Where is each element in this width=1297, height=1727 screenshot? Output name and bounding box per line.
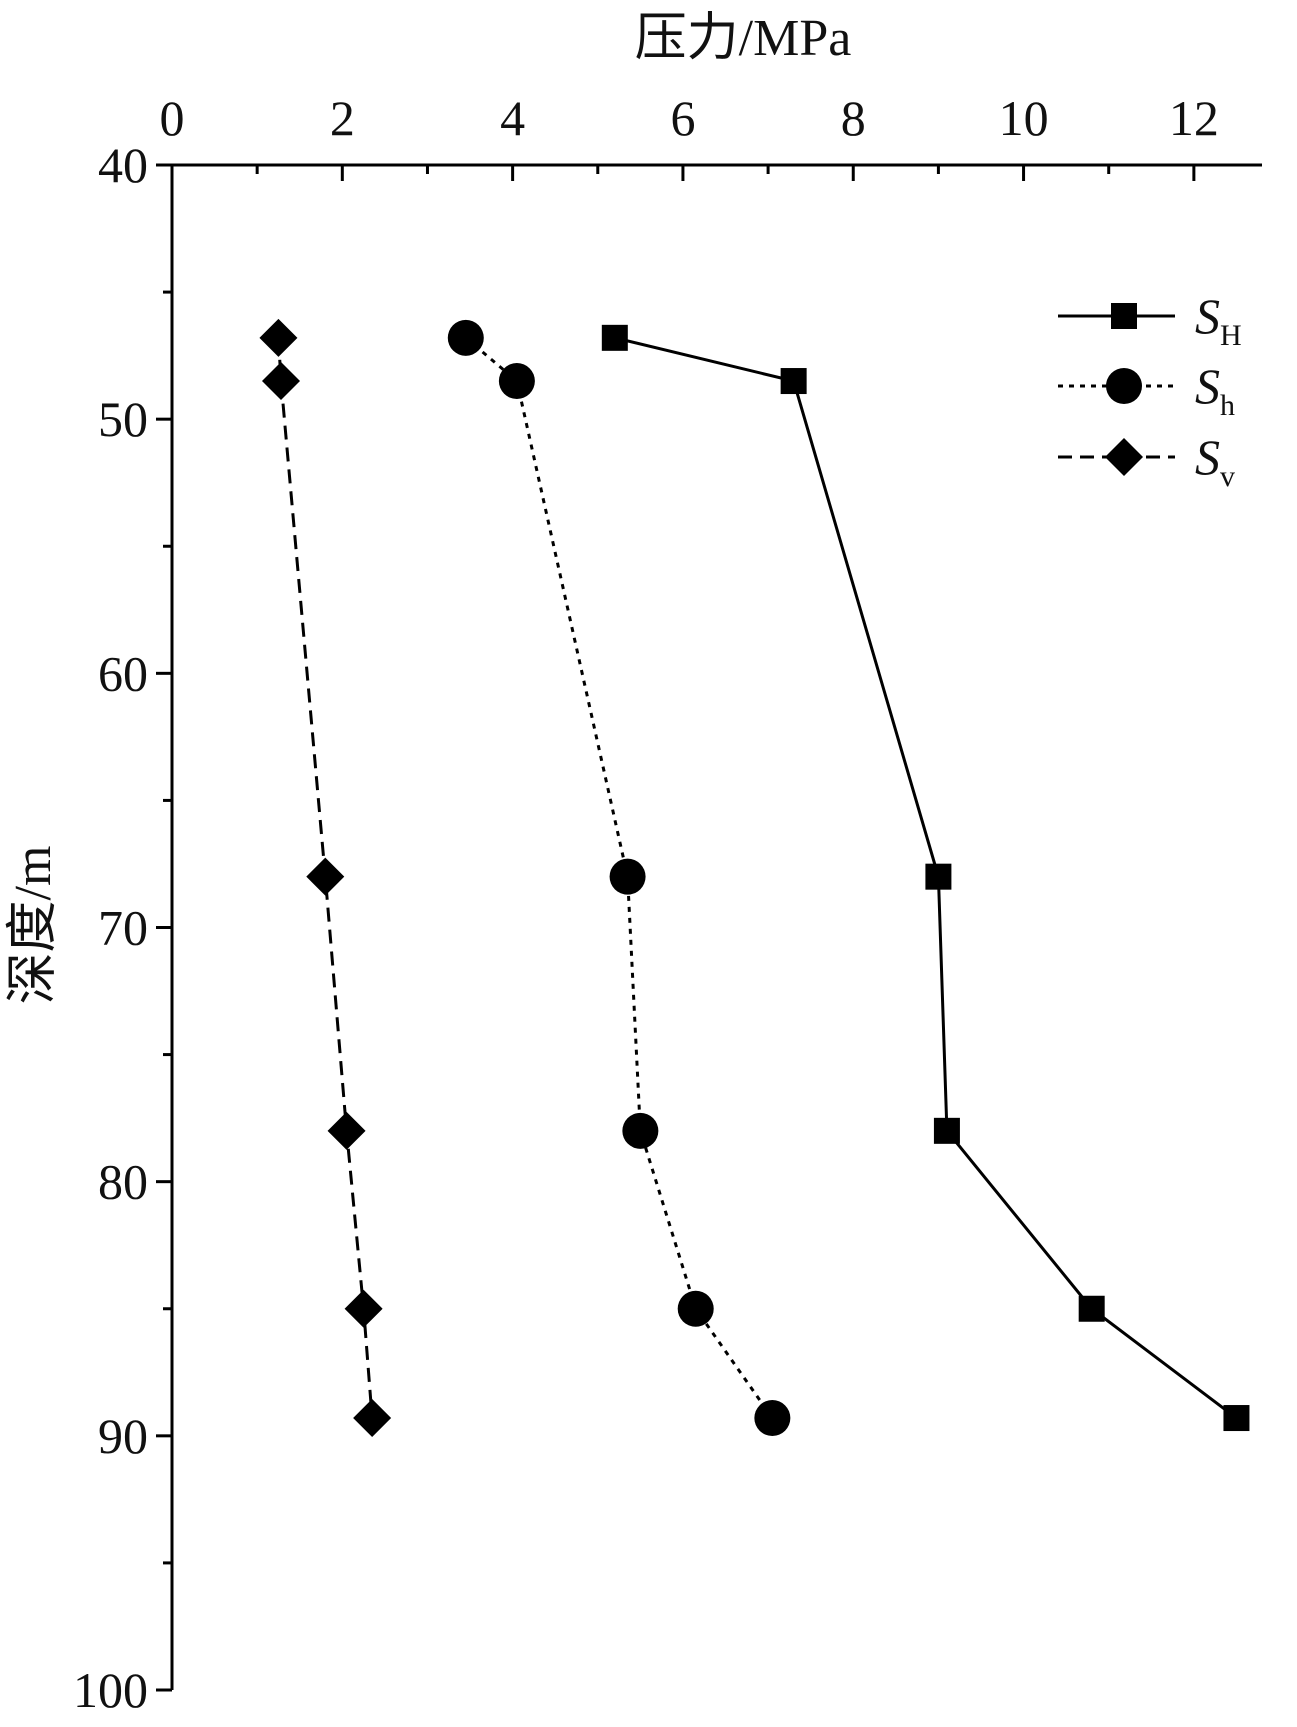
axes: 0 2 4 6 8 10 12 40 50 60 70 80 90 100 <box>73 90 1262 1718</box>
data-point <box>780 368 807 395</box>
x-tick-label: 6 <box>670 90 695 146</box>
legend-marker <box>1106 368 1142 404</box>
y-axis-title: 深度/m <box>5 846 62 1005</box>
data-point <box>677 1290 714 1327</box>
data-point <box>262 362 300 401</box>
data-point <box>259 318 298 357</box>
data-point <box>447 319 484 356</box>
x-tick-label: 0 <box>160 90 185 146</box>
data-point <box>933 1117 960 1144</box>
legend-entry: Sh <box>1058 358 1235 422</box>
data-point <box>754 1400 791 1437</box>
legend-entry: Sv <box>1058 429 1235 493</box>
series-Sv <box>259 318 392 1438</box>
x-tick-label: 4 <box>500 90 525 146</box>
legend-label: SH <box>1195 288 1242 352</box>
data-point <box>601 324 628 351</box>
data-point <box>925 863 952 890</box>
series-line <box>276 337 374 1419</box>
y-tick-label: 60 <box>98 645 148 701</box>
data-point <box>353 1399 392 1438</box>
data-point <box>306 857 345 896</box>
x-tick-label: 10 <box>999 90 1049 146</box>
y-tick-label: 80 <box>98 1154 148 1210</box>
data-point <box>344 1289 383 1328</box>
x-tick-label: 12 <box>1169 90 1219 146</box>
data-point <box>1078 1295 1105 1322</box>
x-axis-title: 压力/MPa <box>635 10 852 67</box>
legend-label: Sh <box>1195 358 1235 422</box>
legend-label: Sv <box>1195 429 1235 493</box>
series-Sh <box>447 319 791 1437</box>
data-point <box>327 1111 366 1150</box>
y-tick-label: 70 <box>98 900 148 956</box>
y-tick-label: 100 <box>73 1662 148 1718</box>
data-point <box>1223 1405 1250 1432</box>
y-tick-label: 40 <box>98 137 148 193</box>
data-point <box>622 1112 659 1149</box>
legend-marker <box>1105 438 1143 476</box>
data-point <box>498 363 535 400</box>
x-tick-label: 8 <box>841 90 866 146</box>
data-point <box>609 858 646 895</box>
series-layer <box>259 318 1250 1438</box>
y-tick-label: 50 <box>98 391 148 447</box>
y-tick-label: 90 <box>98 1408 148 1464</box>
legend-entry: SH <box>1058 288 1242 352</box>
series-line <box>614 336 1238 1420</box>
series-SH <box>601 324 1250 1432</box>
x-tick-label: 2 <box>330 90 355 146</box>
legend-marker <box>1111 303 1137 329</box>
